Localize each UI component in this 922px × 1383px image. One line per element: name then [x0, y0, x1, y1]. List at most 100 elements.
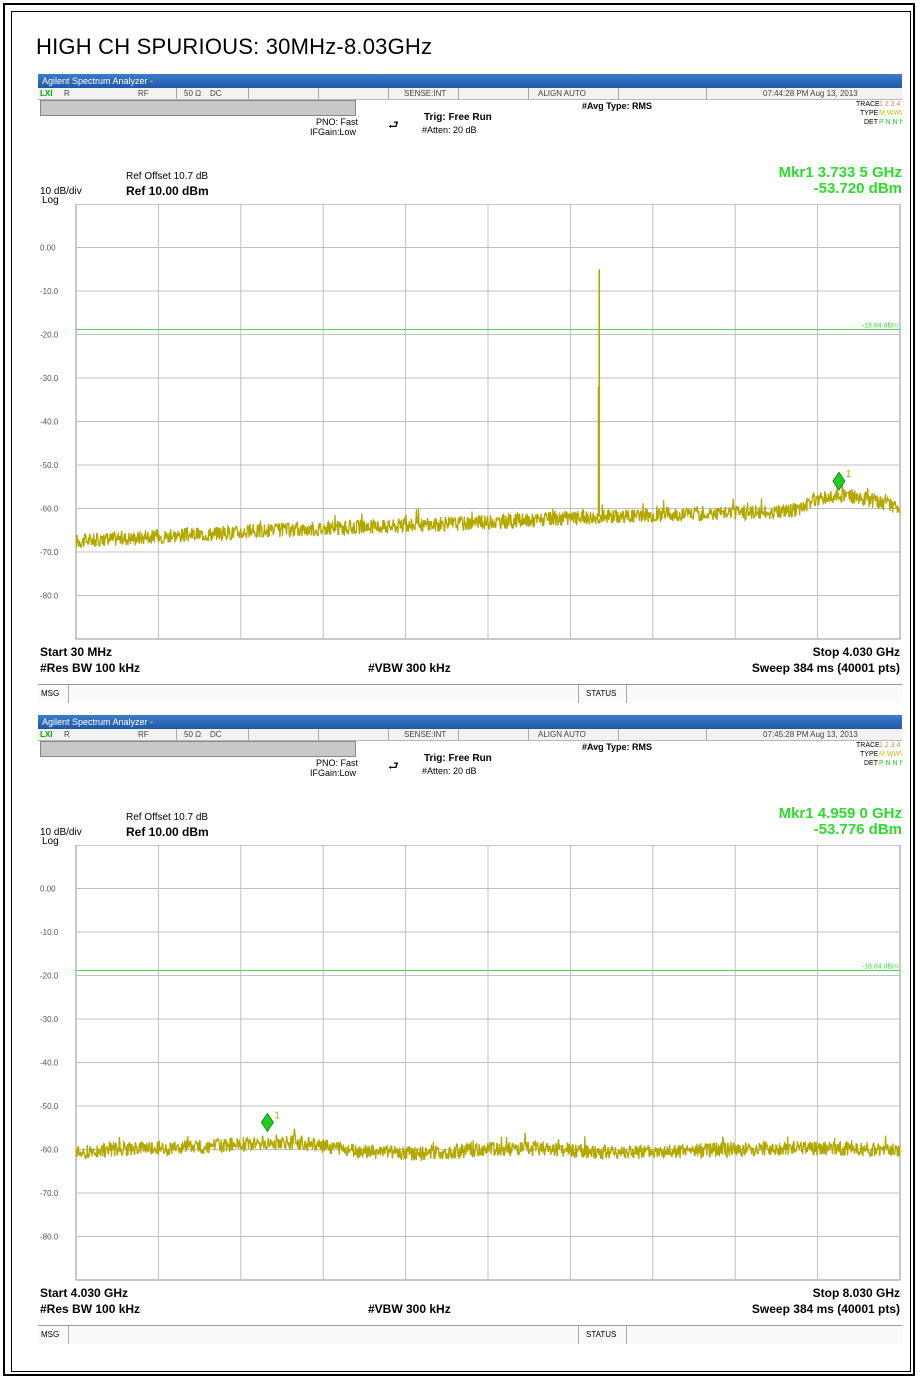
impedance-indicator: 50 Ω — [184, 730, 202, 739]
mode-indicator: R — [64, 89, 70, 98]
status-row: LXI R RF 50 Ω DC SENSE:INT ALIGN AUTO 07… — [38, 729, 902, 741]
y-tick-label: -50.0 — [40, 461, 59, 470]
impedance-indicator: 50 Ω — [184, 89, 202, 98]
res-bandwidth: #Res BW 100 kHz — [40, 661, 141, 675]
align-indicator: ALIGN AUTO — [538, 730, 586, 739]
res-bandwidth: #Res BW 100 kHz — [40, 1302, 141, 1316]
video-bandwidth: #VBW 300 kHz — [368, 661, 451, 675]
sweep-time: Sweep 384 ms (40001 pts) — [751, 1302, 900, 1316]
marker-amplitude: -53.720 dBm — [813, 180, 902, 197]
limit-line-label: -18.84 dBm — [862, 963, 898, 970]
y-tick-label: -10.0 — [40, 287, 59, 296]
sweep-time: Sweep 384 ms (40001 pts) — [751, 661, 900, 675]
y-tick-label: -30.0 — [40, 1015, 59, 1024]
type-value: M WWWWW — [879, 110, 902, 117]
inner-frame — [11, 11, 911, 1372]
spectrum-trace — [75, 483, 901, 548]
ifgain-setting: IFGain:Low — [310, 127, 357, 137]
y-tick-label: -20.0 — [40, 331, 59, 340]
sense-indicator: SENSE:INT — [404, 89, 447, 98]
marker-frequency: Mkr1 3.733 5 GHz — [778, 164, 902, 181]
spectrum-plot: 0.00 -10.0 -20.0 -30.0 -40.0 -50.0 -60.0 -70.0 -… — [40, 204, 901, 640]
graticule — [75, 204, 901, 640]
trigger-setting: Trig: Free Run — [424, 753, 492, 764]
det-label: DET — [864, 119, 878, 126]
control-band — [40, 741, 356, 757]
atten-setting: #Atten: 20 dB — [422, 125, 477, 135]
spectrum-trace — [75, 1128, 901, 1161]
y-tick-label: -80.0 — [40, 1233, 59, 1242]
y-tick-label: 0.00 — [40, 885, 56, 894]
spectrum-plot: 0.00 -10.0 -20.0 -30.0 -40.0 -50.0 -60.0 -70.0 -… — [40, 845, 901, 1281]
input-indicator: RF — [138, 730, 149, 739]
y-tick-label: -70.0 — [40, 548, 59, 557]
type-label: TYPE — [860, 110, 879, 117]
timestamp: 07:44:28 PM Aug 13, 2013 — [763, 89, 858, 98]
trace-numbers: 1 2 3 4 5 6 — [879, 101, 902, 108]
avg-type: #Avg Type: RMS — [582, 742, 653, 752]
msg-label: MSG — [41, 689, 60, 698]
y-tick-label: -40.0 — [40, 418, 59, 427]
y-tick-label: -40.0 — [40, 1059, 59, 1068]
y-tick-label: -80.0 — [40, 592, 59, 601]
control-band — [40, 100, 356, 116]
start-frequency: Start 4.030 GHz — [40, 1286, 129, 1300]
graticule — [75, 845, 901, 1281]
coupling-indicator: DC — [210, 89, 222, 98]
stop-frequency: Stop 8.030 GHz — [812, 1286, 900, 1300]
limit-line-label: -18.84 dBm — [862, 322, 898, 329]
pno-setting: PNO: Fast — [316, 117, 359, 127]
coupling-indicator: DC — [210, 730, 222, 739]
det-value: P N N N N N — [879, 119, 902, 126]
scale-type: Log — [42, 195, 59, 206]
ref-level: Ref 10.00 dBm — [126, 184, 209, 198]
align-indicator: ALIGN AUTO — [538, 89, 586, 98]
y-tick-label: -20.0 — [40, 972, 59, 981]
lxi-icon: LXI — [40, 89, 53, 98]
marker-amplitude: -53.776 dBm — [813, 821, 902, 838]
marker-diamond — [832, 471, 846, 491]
type-label: TYPE — [860, 751, 879, 758]
y-tick-label: -70.0 — [40, 1189, 59, 1198]
trigger-icon: ⮐ — [388, 759, 399, 773]
scale-per-div: 10 dB/div — [40, 827, 82, 838]
video-bandwidth: #VBW 300 kHz — [368, 1302, 451, 1316]
message-bar: MSG STATUS — [38, 684, 902, 703]
det-label: DET — [864, 760, 878, 767]
mode-indicator: R — [64, 730, 70, 739]
analyzer-panel-2: Agilent Spectrum Analyzer - LXI R RF 50 … — [38, 715, 902, 1355]
y-tick-label: -10.0 — [40, 928, 59, 937]
status-label: STATUS — [586, 1330, 617, 1339]
atten-setting: #Atten: 20 dB — [422, 766, 477, 776]
lxi-icon: LXI — [40, 730, 53, 739]
status-label: STATUS — [586, 689, 617, 698]
trace-label: TRACE — [856, 742, 880, 749]
trigger-setting: Trig: Free Run — [424, 112, 492, 123]
status-row: LXI R RF 50 Ω DC SENSE:INT ALIGN AUTO 07… — [38, 88, 902, 100]
ref-offset: Ref Offset 10.7 dB — [126, 812, 209, 823]
start-frequency: Start 30 MHz — [40, 645, 113, 659]
scale-per-div: 10 dB/div — [40, 186, 82, 197]
type-value: M WWWWW — [879, 751, 902, 758]
msg-label: MSG — [41, 1330, 60, 1339]
marker-diamond — [260, 1112, 274, 1133]
message-bar: MSG STATUS — [38, 1325, 902, 1344]
y-tick-label: -50.0 — [40, 1102, 59, 1111]
y-tick-label: -60.0 — [40, 1146, 59, 1155]
outer-frame — [3, 3, 915, 1376]
marker-number: 1 — [274, 1110, 280, 1121]
stop-frequency: Stop 4.030 GHz — [812, 645, 900, 659]
y-tick-label: -30.0 — [40, 374, 59, 383]
pno-setting: PNO: Fast — [316, 758, 359, 768]
window-title: Agilent Spectrum Analyzer - — [38, 74, 902, 88]
ref-offset: Ref Offset 10.7 dB — [126, 171, 209, 182]
trigger-icon: ⮐ — [388, 118, 399, 132]
trace-label: TRACE — [856, 101, 880, 108]
scale-type: Log — [42, 836, 59, 847]
timestamp: 07:45:28 PM Aug 13, 2013 — [763, 730, 858, 739]
y-tick-label: -60.0 — [40, 505, 59, 514]
marker-frequency: Mkr1 4.959 0 GHz — [778, 805, 902, 822]
window-title: Agilent Spectrum Analyzer - — [38, 715, 902, 729]
trace-numbers: 1 2 3 4 5 6 — [879, 742, 902, 749]
analyzer-panel-1: Agilent Spectrum Analyzer - LXI R RF 50 … — [38, 74, 902, 714]
